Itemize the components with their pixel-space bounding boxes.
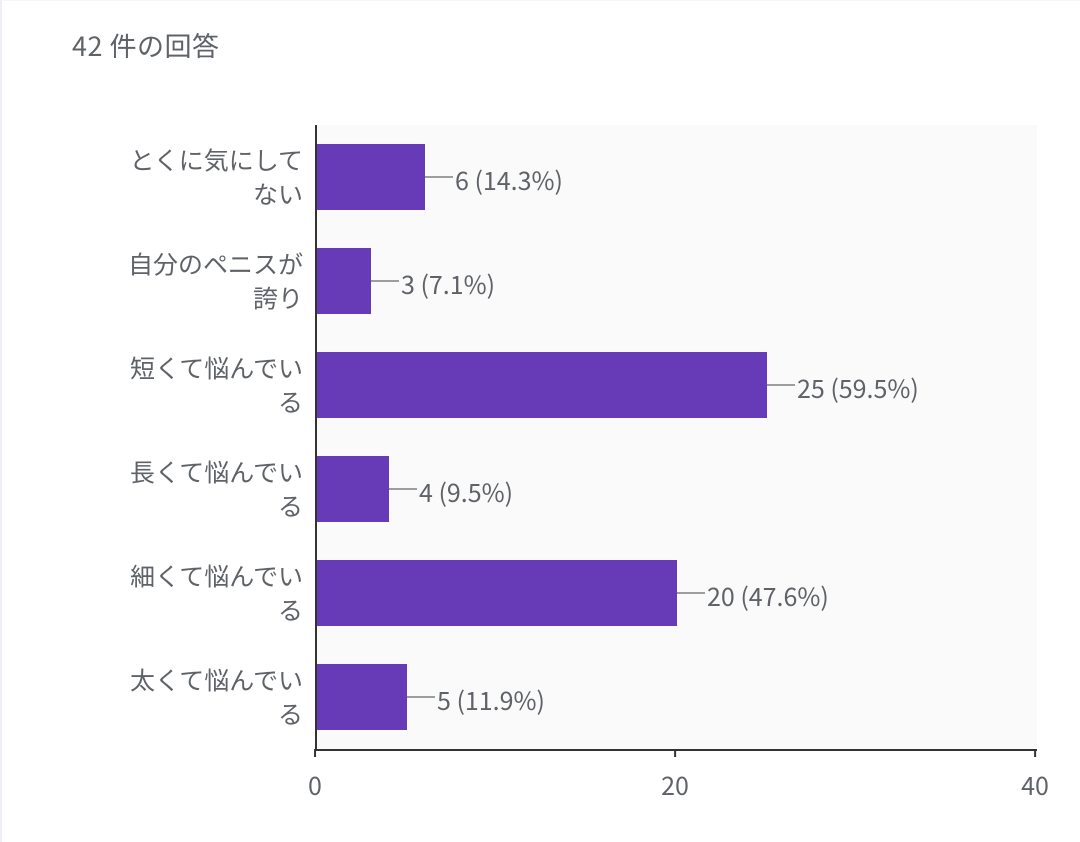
leader-line [389,488,417,490]
category-label: とくに気にして ない [63,143,317,211]
plot-area: とくに気にして ない6 (14.3%)自分のペニスが 誇り3 (7.1%)短くて… [315,125,1037,751]
x-tick-mark [674,749,676,757]
x-tick-label: 0 [308,767,322,803]
chart-title: 42 件の回答 [72,25,1080,64]
chart-wrap: とくに気にして ない6 (14.3%)自分のペニスが 誇り3 (7.1%)短くて… [2,125,1080,751]
chart-row: 長くて悩んでい る4 (9.5%) [317,437,1037,541]
bar [317,248,371,314]
leader-line [677,592,705,594]
category-label: 短くて悩んでい る [63,351,317,419]
leader-line [767,384,795,386]
x-tick-mark [314,749,316,757]
chart-row: 自分のペニスが 誇り3 (7.1%) [317,229,1037,333]
leader-line [371,280,399,282]
value-label: 25 (59.5%) [797,370,919,406]
x-tick-mark [1034,749,1036,757]
bar [317,664,407,730]
x-tick: 40 [1021,749,1049,803]
value-label: 3 (7.1%) [401,266,495,302]
leader-line [425,176,453,178]
bar [317,352,767,418]
bar [317,144,425,210]
category-label: 細くて悩んでい る [63,559,317,627]
x-tick: 20 [661,749,689,803]
value-label: 6 (14.3%) [455,162,563,198]
chart-container: 42 件の回答 とくに気にして ない6 (14.3%)自分のペニスが 誇り3 (… [0,0,1080,842]
x-tick: 0 [308,749,322,803]
bar [317,456,389,522]
x-tick-label: 40 [1021,767,1049,803]
category-label: 自分のペニスが 誇り [63,247,317,315]
bar [317,560,677,626]
value-label: 5 (11.9%) [437,682,545,718]
value-label: 4 (9.5%) [419,474,513,510]
chart-row: とくに気にして ない6 (14.3%) [317,125,1037,229]
category-label: 長くて悩んでい る [63,455,317,523]
chart-row: 細くて悩んでい る20 (47.6%) [317,541,1037,645]
category-label: 太くて悩んでい る [63,663,317,731]
value-label: 20 (47.6%) [707,578,829,614]
x-tick-label: 20 [661,767,689,803]
x-axis: 02040 [315,749,1035,809]
chart-row: 太くて悩んでい る5 (11.9%) [317,645,1037,749]
leader-line [407,696,435,698]
chart-row: 短くて悩んでい る25 (59.5%) [317,333,1037,437]
